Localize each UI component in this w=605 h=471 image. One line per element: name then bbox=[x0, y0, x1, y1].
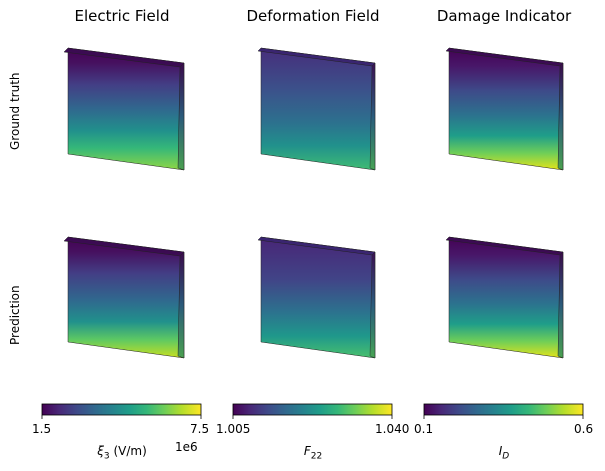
colorbar-damage-max-tick: 0.6 bbox=[574, 422, 594, 436]
block-damage-prediction bbox=[445, 236, 564, 359]
column-title-electric-field: Electric Field bbox=[74, 7, 170, 25]
colorbar-damage-label: ID bbox=[444, 444, 564, 461]
damage-symbol: I bbox=[498, 444, 503, 458]
colorbar-electric-min-tick: 1.5 bbox=[32, 422, 52, 436]
column-title-deformation-field: Deformation Field bbox=[246, 7, 380, 25]
electric-unit: (V/m) bbox=[109, 444, 147, 458]
colorbar-electric-offset: 1e6 bbox=[175, 440, 198, 454]
colorbar-electric-field bbox=[41, 403, 202, 419]
electric-symbol: ξ bbox=[97, 444, 104, 458]
block-damage-ground-truth bbox=[445, 47, 564, 171]
column-title-damage-indicator: Damage Indicator bbox=[436, 7, 572, 25]
colorbar-damage-indicator bbox=[423, 403, 584, 419]
colorbar-deformation-field bbox=[232, 403, 393, 419]
colorbar-damage-min-tick: 0.1 bbox=[414, 422, 434, 436]
deformation-symbol-sub: 22 bbox=[310, 451, 323, 462]
colorbar-deformation-min-tick: 1.005 bbox=[216, 422, 251, 436]
block-deformation-ground-truth bbox=[257, 47, 376, 171]
block-electric-prediction bbox=[63, 236, 185, 359]
damage-symbol-sub: D bbox=[502, 451, 510, 462]
colorbar-deformation-max-tick: 1.040 bbox=[375, 422, 410, 436]
colorbar-deformation-label: F22 bbox=[253, 444, 373, 461]
block-electric-ground-truth bbox=[63, 47, 185, 171]
colorbar-electric-max-tick: 7.5 bbox=[190, 422, 210, 436]
electric-symbol-sub: 3 bbox=[103, 451, 110, 462]
colorbar-electric-label: ξ3 (V/m) bbox=[62, 444, 182, 461]
deformation-symbol: F bbox=[303, 444, 311, 458]
block-deformation-prediction bbox=[257, 236, 376, 359]
